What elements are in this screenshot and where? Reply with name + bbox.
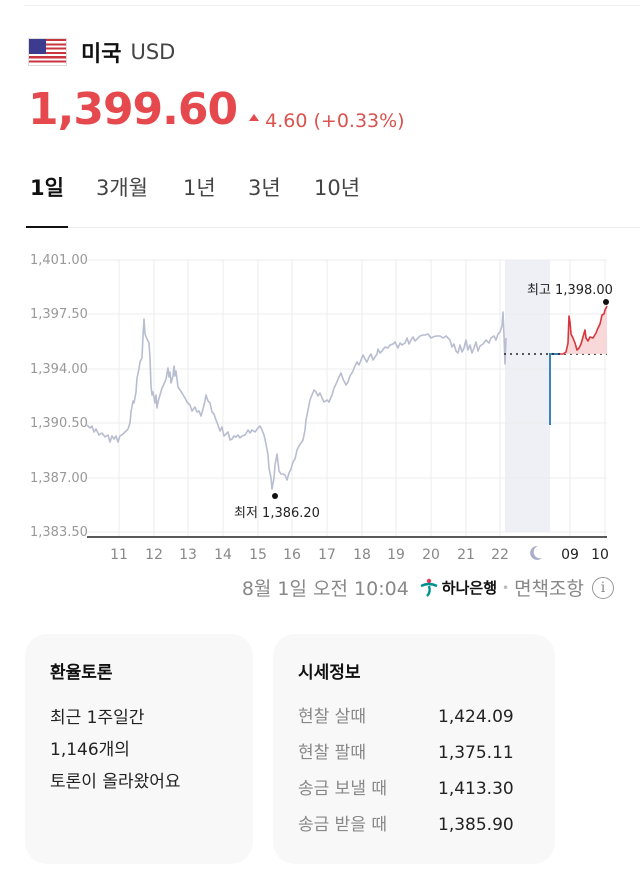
rate-row-send: 송금 보낼 때 1,413.30 xyxy=(298,774,514,799)
current-rate: 1,399.60 xyxy=(28,84,238,135)
y-tick: 1,401.00 xyxy=(30,253,88,268)
high-annotation: 최고 1,398.00 xyxy=(527,283,613,298)
period-tabs: 1일 3개월 1년 3년 10년 xyxy=(24,172,640,228)
x-tick: 12 xyxy=(145,547,163,563)
y-tick: 1,394.00 xyxy=(30,362,88,377)
update-timestamp: 8월 1일 오전 10:04 xyxy=(241,578,409,600)
x-tick: 15 xyxy=(249,547,267,563)
rate-value: 1,424.09 xyxy=(438,707,514,727)
hana-bank-icon xyxy=(420,578,438,597)
rate-change: 4.60 (+0.33%) xyxy=(249,109,405,132)
up-triangle-icon xyxy=(249,114,260,121)
disclaimer-link[interactable]: 면책조항 xyxy=(514,578,584,600)
forum-line: 토론이 올라왔어요 xyxy=(50,772,181,792)
tab-3years[interactable]: 3년 xyxy=(248,176,281,200)
change-amount: 4.60 xyxy=(265,109,308,132)
forum-line: 1,146개의 xyxy=(50,740,130,760)
moon-icon xyxy=(529,545,543,565)
x-tick: 19 xyxy=(387,547,405,563)
rate-label: 송금 보낼 때 xyxy=(298,779,388,799)
rate-chart[interactable]: 1,401.00 1,397.50 1,394.00 1,390.50 1,38… xyxy=(0,240,640,570)
bank-logo[interactable]: 하나은행 xyxy=(419,577,497,598)
x-tick: 17 xyxy=(318,547,336,563)
rate-row-cash-sell: 현찰 팔때 1,375.11 xyxy=(298,738,514,763)
tab-3months[interactable]: 3개월 xyxy=(96,176,149,200)
rates-card-title: 시세정보 xyxy=(298,663,361,683)
top-divider xyxy=(24,5,640,6)
us-flag-icon xyxy=(28,38,67,66)
x-tick: 22 xyxy=(491,547,509,563)
y-tick: 1,383.50 xyxy=(30,525,88,540)
currency-code: USD xyxy=(130,40,176,64)
x-tick: 18 xyxy=(353,547,371,563)
source-info: 8월 1일 오전 10:04 하나은행 • 면책조항 i xyxy=(242,574,614,601)
currency-header: 미국 USD xyxy=(28,36,175,68)
separator-dot: • xyxy=(502,580,510,595)
rate-row-receive: 송금 받을 때 1,385.90 xyxy=(298,810,514,835)
high-marker xyxy=(603,299,609,305)
active-tab-indicator xyxy=(26,226,68,228)
tab-1year[interactable]: 1년 xyxy=(183,176,216,200)
forum-card-title: 환율토론 xyxy=(50,663,113,683)
rate-label: 송금 받을 때 xyxy=(298,815,388,835)
low-annotation: 최저 1,386.20 xyxy=(234,506,320,521)
country-name: 미국 xyxy=(81,42,122,67)
y-tick: 1,397.50 xyxy=(30,307,88,322)
forum-card-body: 최근 1주일간 1,146개의 토론이 올라왔어요 xyxy=(50,702,181,798)
rates-card[interactable]: 시세정보 현찰 살때 1,424.09 현찰 팔때 1,375.11 송금 보낼 때… xyxy=(273,634,555,864)
y-tick: 1,387.00 xyxy=(30,471,88,486)
y-tick: 1,390.50 xyxy=(30,416,88,431)
rate-row-cash-buy: 현찰 살때 1,424.09 xyxy=(298,702,514,727)
rate-label: 현찰 살때 xyxy=(298,707,366,727)
x-tick: 09 xyxy=(561,547,579,563)
tab-10years[interactable]: 10년 xyxy=(314,176,361,200)
rate-value: 1,375.11 xyxy=(438,743,514,763)
forum-card[interactable]: 환율토론 최근 1주일간 1,146개의 토론이 올라왔어요 xyxy=(25,634,253,864)
x-tick: 10 xyxy=(591,547,609,563)
forum-line: 최근 1주일간 xyxy=(50,708,145,728)
price-row: 1,399.60 4.60 (+0.33%) xyxy=(28,84,405,135)
low-marker xyxy=(272,493,278,499)
x-tick: 16 xyxy=(283,547,301,563)
tab-1day[interactable]: 1일 xyxy=(30,176,64,200)
x-tick: 13 xyxy=(179,547,197,563)
chart-canvas xyxy=(86,259,609,538)
rate-value: 1,385.90 xyxy=(438,815,514,835)
overnight-band xyxy=(505,260,550,532)
info-icon[interactable]: i xyxy=(592,576,614,599)
rate-label: 현찰 팔때 xyxy=(298,743,366,763)
change-percent: (+0.33%) xyxy=(313,109,405,132)
x-tick: 20 xyxy=(422,547,440,563)
x-tick: 14 xyxy=(214,547,232,563)
rate-value: 1,413.30 xyxy=(438,779,514,799)
bank-name: 하나은행 xyxy=(441,579,497,597)
x-tick: 21 xyxy=(457,547,475,563)
x-tick: 11 xyxy=(110,547,128,563)
